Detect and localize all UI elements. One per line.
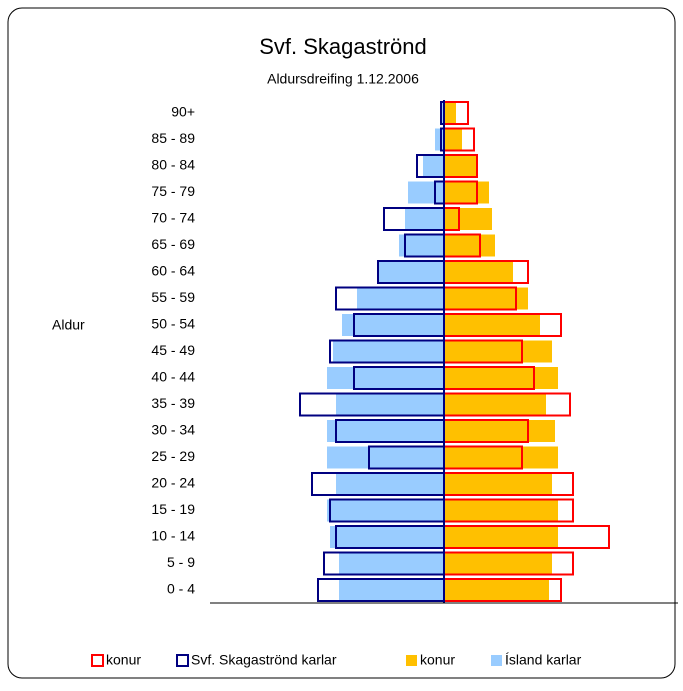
y-tick-label: 90+ — [171, 104, 195, 120]
bar — [333, 340, 444, 363]
bar — [327, 446, 444, 469]
legend-swatch — [406, 655, 417, 666]
bar — [339, 579, 444, 601]
bar — [435, 128, 444, 151]
bar — [444, 234, 495, 257]
y-tick-label: 65 - 69 — [151, 236, 195, 252]
bar — [399, 234, 444, 257]
legend-swatch — [91, 654, 104, 667]
y-tick-label: 20 - 24 — [151, 475, 195, 491]
y-tick-label: 35 - 39 — [151, 395, 195, 411]
bar — [444, 314, 540, 336]
bar — [444, 102, 456, 124]
bar — [336, 473, 444, 495]
legend-label: konur — [106, 652, 141, 668]
chart-subtitle: Aldursdreifing 1.12.2006 — [267, 71, 419, 87]
legend-label: Ísland karlar — [505, 652, 582, 668]
bar — [423, 155, 444, 177]
bar — [444, 446, 558, 469]
legend-label: konur — [420, 652, 455, 668]
y-tick-label: 45 - 49 — [151, 342, 195, 358]
bar — [405, 208, 444, 230]
bar — [444, 208, 492, 230]
y-tick-label: 55 - 59 — [151, 289, 195, 305]
bar — [444, 552, 552, 575]
y-tick-label: 75 - 79 — [151, 183, 195, 199]
chart-title: Svf. Skagaströnd — [259, 34, 427, 59]
y-tick-label: 70 - 74 — [151, 210, 195, 226]
bar — [378, 261, 444, 283]
y-tick-label: 60 - 64 — [151, 263, 195, 279]
bar — [444, 340, 552, 363]
bar — [444, 287, 528, 310]
bar — [327, 499, 444, 522]
bar — [342, 314, 444, 336]
y-tick-label: 30 - 34 — [151, 422, 195, 438]
bar — [444, 393, 546, 416]
bar — [444, 367, 558, 389]
legend-swatch — [491, 655, 502, 666]
bar — [327, 420, 444, 442]
y-tick-label: 10 - 14 — [151, 528, 195, 544]
y-tick-label: 15 - 19 — [151, 501, 195, 517]
bar — [441, 102, 444, 124]
bar — [357, 287, 444, 310]
bar — [444, 420, 555, 442]
bar — [408, 181, 444, 204]
bar — [336, 393, 444, 416]
legend-label: Svf. Skagaströnd karlar — [191, 652, 337, 668]
bar — [330, 526, 444, 548]
y-tick-label: 0 - 4 — [167, 581, 195, 597]
y-tick-label: 40 - 44 — [151, 369, 195, 385]
bar — [444, 261, 513, 283]
y-tick-label: 5 - 9 — [167, 554, 195, 570]
bar — [444, 155, 477, 177]
y-tick-label: 50 - 54 — [151, 316, 195, 332]
bar — [444, 499, 558, 522]
bar — [444, 473, 552, 495]
bar — [327, 367, 444, 389]
y-tick-label: 85 - 89 — [151, 130, 195, 146]
bar — [444, 526, 558, 548]
bar — [339, 552, 444, 575]
y-axis-label: Aldur — [52, 317, 85, 333]
y-tick-label: 80 - 84 — [151, 157, 195, 173]
bar — [444, 579, 549, 601]
bar — [444, 181, 489, 204]
bar — [444, 128, 462, 151]
legend-swatch — [176, 654, 189, 667]
y-tick-label: 25 - 29 — [151, 448, 195, 464]
